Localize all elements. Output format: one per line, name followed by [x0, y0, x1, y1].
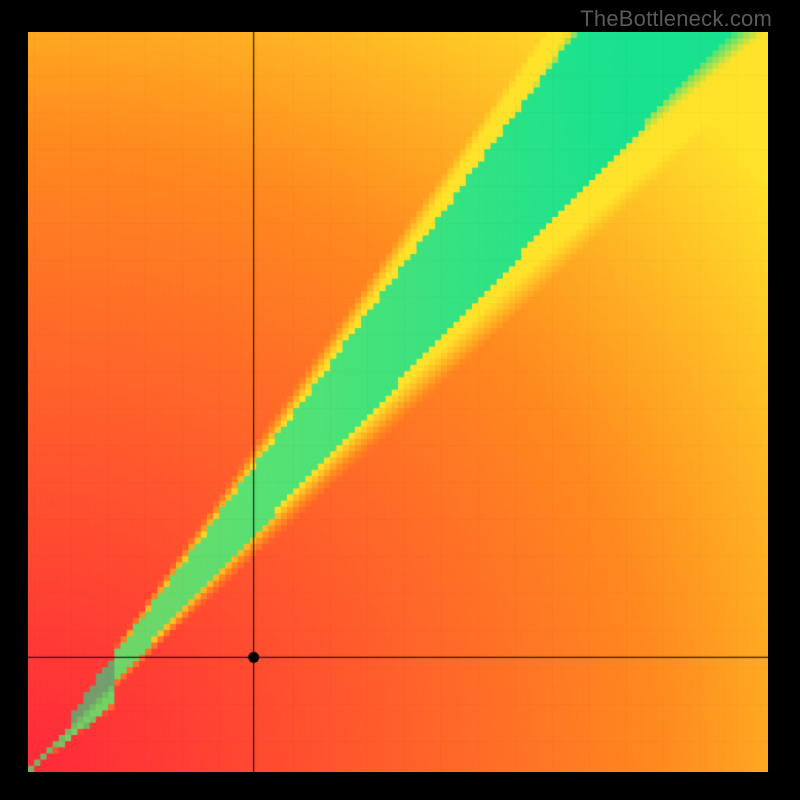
- watermark-text: TheBottleneck.com: [580, 6, 772, 32]
- plot-area: [28, 32, 768, 772]
- bottleneck-heatmap: [28, 32, 768, 772]
- chart-container: TheBottleneck.com: [0, 0, 800, 800]
